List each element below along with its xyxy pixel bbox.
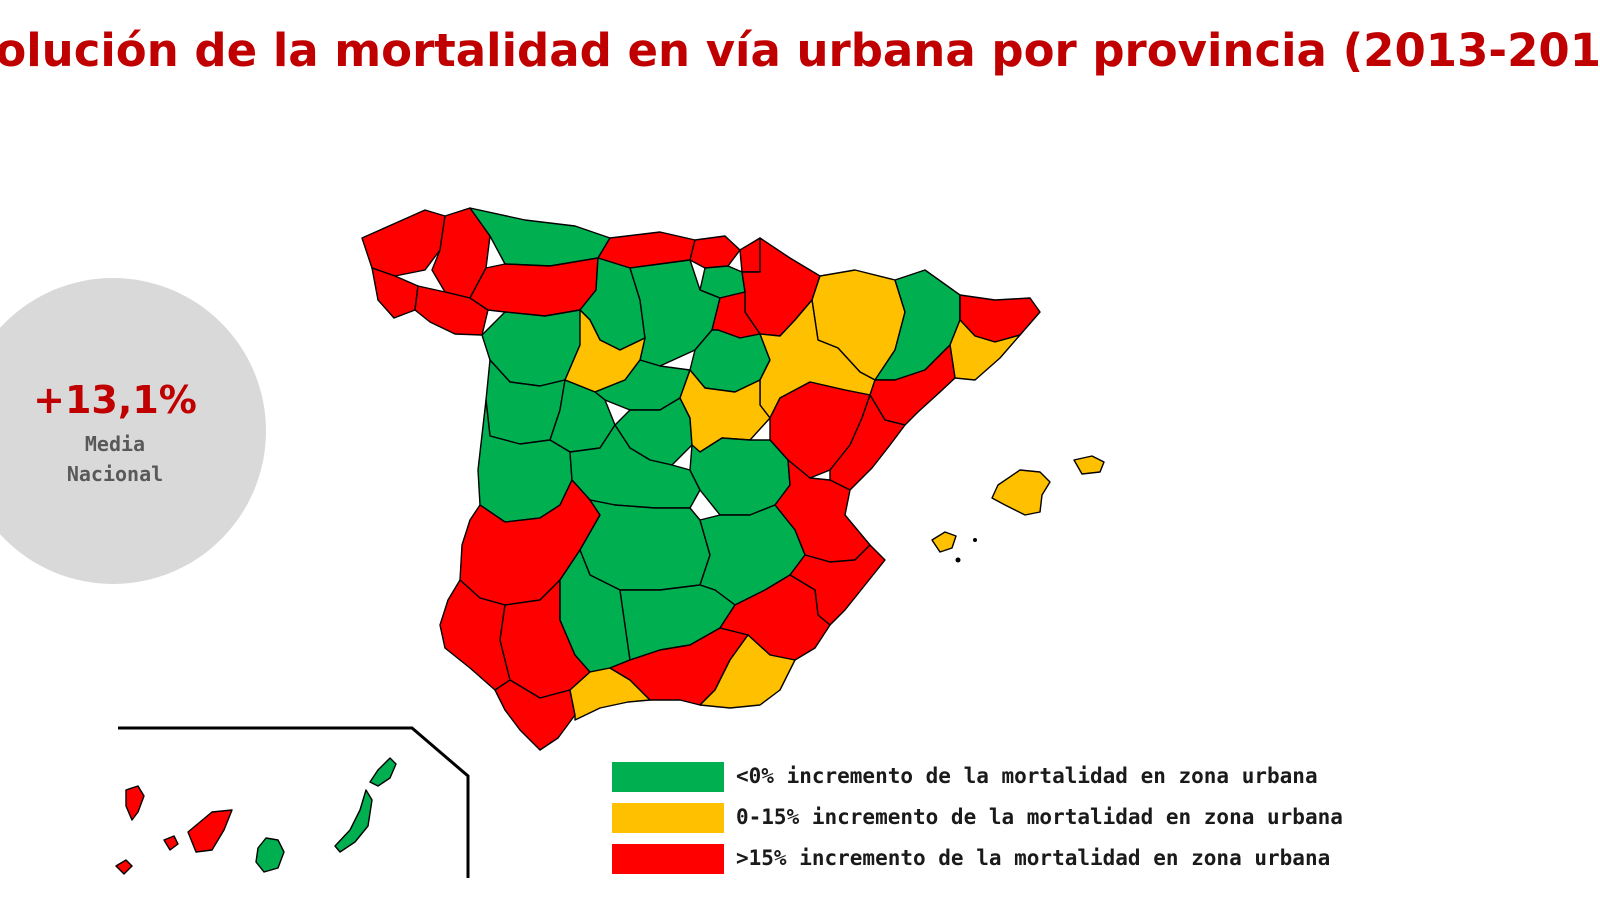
legend-label-moderate: 0-15% incremento de la mortalidad en zon… — [736, 805, 1343, 829]
province-menorca — [1073, 455, 1105, 475]
province-la-gomera — [163, 835, 179, 851]
province-malaga — [569, 667, 651, 721]
province-tenerife — [187, 809, 233, 853]
province-ciudad-real — [579, 499, 711, 591]
province-la-palma — [125, 785, 145, 821]
legend-label-high: >15% incremento de la mortalidad en zona… — [736, 846, 1331, 870]
province-gran-canaria — [255, 837, 285, 873]
province-leon — [469, 257, 599, 317]
formentera-dot — [955, 557, 961, 563]
province-mallorca — [991, 469, 1051, 516]
province-el-hierro — [115, 859, 133, 875]
national-average-label-line1: Media — [84, 432, 146, 456]
legend-label-negative: <0% incremento de la mortalidad en zona … — [736, 764, 1318, 788]
province-fuerteventura — [334, 789, 373, 853]
legend-swatch-moderate — [612, 803, 724, 833]
province-cadiz — [494, 679, 576, 751]
legend-swatch-high — [612, 844, 724, 874]
national-average-label-line2: Nacional — [66, 462, 164, 486]
canary-inset-frame — [118, 726, 470, 878]
national-average-circle — [0, 278, 266, 584]
map-title: volución de la mortalidad en vía urbana … — [0, 24, 1600, 77]
province-lanzarote — [369, 757, 397, 787]
province-ibiza — [931, 531, 957, 553]
province-bizkaia — [689, 235, 741, 269]
province-galicia-north — [361, 209, 446, 277]
province-almeria — [699, 634, 796, 709]
legend-swatch-negative — [612, 762, 724, 792]
province-asturias — [469, 207, 611, 267]
province-galicia-south — [371, 267, 419, 319]
province-cuenca — [689, 437, 791, 516]
cabrera-dot — [973, 538, 977, 542]
national-average-value: +13,1% — [33, 378, 197, 422]
